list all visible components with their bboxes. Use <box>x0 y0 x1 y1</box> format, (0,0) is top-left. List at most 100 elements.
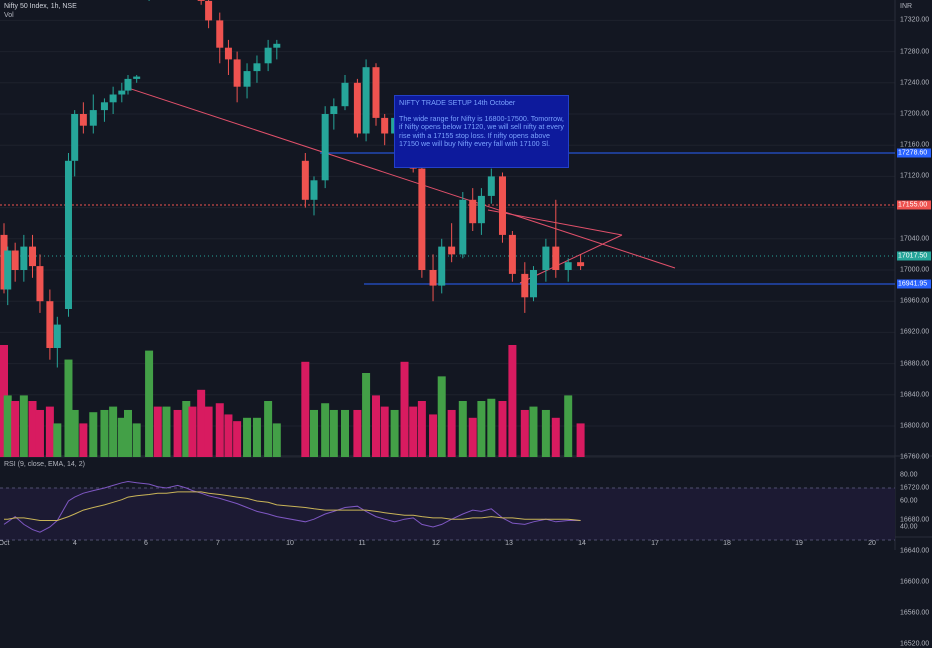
note-body: The wide range for Nifty is 16800-17500.… <box>399 114 564 148</box>
volume-bar <box>11 401 20 457</box>
volume-bar <box>243 417 252 457</box>
candle-body <box>233 59 241 87</box>
time-tick-label: 6 <box>144 540 148 547</box>
price-tick-label: 17200.00 <box>900 110 930 118</box>
volume-bar <box>100 409 109 457</box>
volume-bar <box>224 414 233 457</box>
price-tick-label: 17320.00 <box>900 16 930 24</box>
volume-bars <box>0 345 585 457</box>
time-tick-label: 17 <box>651 540 659 547</box>
volume-bar <box>417 401 426 457</box>
volume-bar <box>362 373 371 457</box>
candle-body <box>205 0 213 21</box>
price-tick-label: 16880.00 <box>900 360 930 368</box>
candle-body <box>273 43 281 48</box>
volume-bar <box>3 395 12 457</box>
time-tick-label: Oct <box>0 540 10 547</box>
time-tick-label: 4 <box>73 540 77 547</box>
volume-bar <box>117 417 126 457</box>
volume-bar <box>272 423 281 457</box>
price-tick-label: 16800.00 <box>900 422 930 430</box>
candle-body <box>100 102 108 111</box>
time-tick-label: 12 <box>432 540 440 547</box>
volume-bar <box>301 361 310 457</box>
volume-bar <box>529 406 538 457</box>
candle-body <box>124 78 132 91</box>
volume-bar <box>35 409 44 457</box>
rsi-label: RSI (9, close, EMA, 14, 2) <box>4 461 85 468</box>
volume-bar <box>64 359 73 457</box>
volume-bar <box>182 401 191 457</box>
price-chart[interactable] <box>0 0 932 550</box>
volume-bar <box>188 406 197 457</box>
price-tag-lower: 16941.95 <box>897 279 931 289</box>
volume-bar <box>153 406 162 457</box>
candle-body <box>4 250 12 290</box>
time-tick-label: 14 <box>578 540 586 547</box>
time-tick-label: 7 <box>216 540 220 547</box>
volume-bar <box>70 409 79 457</box>
candle-body <box>264 47 272 64</box>
volume-bar <box>215 403 224 457</box>
chart-grid <box>0 0 932 550</box>
volume-bar <box>429 414 438 457</box>
candle-body <box>564 262 572 270</box>
candle-body <box>552 246 560 270</box>
volume-bar <box>353 409 362 457</box>
volume-bar <box>541 409 550 457</box>
candle-body <box>330 106 338 114</box>
candle-body <box>498 176 506 235</box>
candle-body <box>381 117 389 134</box>
volume-bar <box>204 406 213 457</box>
price-tick-label: 17160.00 <box>900 141 930 149</box>
candle-body <box>109 94 117 103</box>
rsi-tick-label: 40.00 <box>900 523 918 531</box>
volume-bar <box>310 409 318 457</box>
price-tick-label: 16720.00 <box>900 484 930 492</box>
candle-body <box>542 246 550 270</box>
candle-body <box>372 67 380 118</box>
candle-body <box>508 234 516 274</box>
candle-body <box>89 110 97 126</box>
volume-bar <box>498 401 507 457</box>
candle-body <box>353 82 361 134</box>
candle-body <box>448 246 456 255</box>
volume-bar <box>233 421 242 457</box>
rsi-band <box>0 488 895 540</box>
volume-bar <box>409 406 418 457</box>
price-tick-label: 17240.00 <box>900 79 930 87</box>
candle-body <box>118 90 126 95</box>
candle-body <box>429 270 437 286</box>
price-tick-label: 16920.00 <box>900 328 930 336</box>
volume-label: Vol <box>4 12 14 19</box>
trade-setup-note[interactable]: NIFTY TRADE SETUP 14th October The wide … <box>394 95 569 168</box>
price-tick-label: 17120.00 <box>900 172 930 180</box>
price-tick-label: 16680.00 <box>900 516 930 524</box>
volume-bar <box>132 423 141 457</box>
candle-body <box>20 246 28 270</box>
note-title: NIFTY TRADE SETUP 14th October <box>399 98 516 107</box>
volume-bar <box>380 406 389 457</box>
volume-bar <box>19 395 28 457</box>
price-tick-label: 16640.00 <box>900 547 930 555</box>
volume-bar <box>576 423 585 457</box>
rsi-tick-label: 80.00 <box>900 471 918 479</box>
volume-bar <box>124 409 132 457</box>
volume-bar <box>79 423 88 457</box>
price-tick-label: 16560.00 <box>900 609 930 617</box>
price-tick-label: 17280.00 <box>900 48 930 56</box>
candle-body <box>46 301 54 348</box>
price-tag-upper: 17278.60 <box>897 148 931 158</box>
candle-body <box>362 67 370 134</box>
symbol-title[interactable]: Nifty 50 Index, 1h, NSE <box>4 3 77 10</box>
candle-body <box>29 246 37 267</box>
volume-bar <box>400 361 409 457</box>
volume-bar <box>321 403 330 457</box>
candle-body <box>529 270 537 298</box>
candle-body <box>521 273 529 298</box>
volume-bar <box>53 423 62 457</box>
volume-bar <box>477 401 486 457</box>
volume-bar <box>264 401 273 457</box>
price-tick-label: 16840.00 <box>900 391 930 399</box>
time-tick-label: 20 <box>868 540 876 547</box>
